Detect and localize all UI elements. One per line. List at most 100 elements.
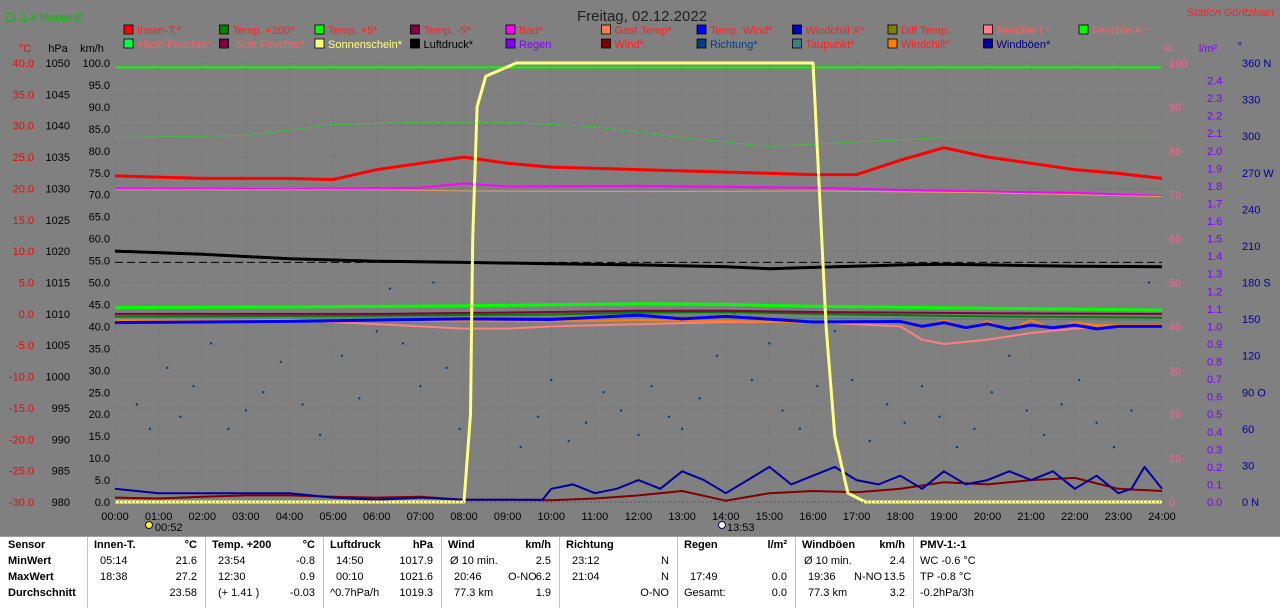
richtung-max-time: 21:04 [572,571,600,583]
innen-max-value: 27.2 [175,571,197,583]
innen-title: Innen-T. [94,539,136,551]
statistics-panel: Sensor MinWert MaxWert Durchschnitt Inne… [0,536,1280,608]
legend-swatch [601,24,611,35]
direction-point [401,342,405,345]
sensor-header: Sensor [8,539,46,551]
max-label: MaxWert [8,571,54,583]
direction-point [419,384,422,388]
pressure-tick-label: 990 [52,434,70,446]
percent-tick-label: 40 [1169,321,1181,333]
legend-swatch [123,38,134,49]
x-tick-label: 16:00 [799,511,827,523]
stats-wind: Wind km/h Ø 10 min. 2.5 20:46 O-NO 6.2 77.3 … [442,537,560,608]
luftdruck-min-time: 14:50 [336,555,364,567]
temp-tick-label: -30.0 [9,497,34,509]
direction-point [301,403,304,406]
direction-point [279,360,282,363]
axes: 40.0 35.0 30.0 25.0 20.0 15.0 10.0 5.0 0.0 -5.0 -1… [9,58,1274,509]
boeen-distance: 77.3 km [808,587,848,599]
direction-tick-label: 300 [1242,131,1260,143]
temp-tick-label: -10.0 [9,372,34,384]
direction-point [584,421,588,424]
legend-swatch [219,38,229,49]
month-average-indicator: -1.4 Monat-Ø [5,12,83,24]
richtung-min-value: N [661,555,669,567]
rain-axis-unit: l/m² [1199,43,1218,55]
direction-point [1095,421,1098,424]
direction-point [938,415,941,418]
pressure-tick-label: 1045 [46,89,70,101]
pressure-tick-label: 1025 [46,215,70,227]
sunrise-time: 00:52 [155,522,183,534]
direction-point [166,366,169,370]
direction-point [920,384,924,388]
speed-tick-label: 25.0 [89,387,110,399]
rain-tick-label: 1.2 [1207,286,1222,298]
rain-tick-label: 2.3 [1207,93,1222,105]
speed-tick-label: 95.0 [89,80,110,92]
temp200-avg-value: -0.03 [289,587,315,599]
direction-point [650,384,653,388]
percent-axis-unit: % [1163,43,1173,55]
direction-point [388,287,392,290]
speed-tick-label: 100.0 [82,58,110,70]
legend-swatch [696,24,707,35]
station-name: Station Göritzhain [1187,7,1274,19]
direction-tick-label: 210 [1242,241,1260,253]
speed-tick-label: 5.0 [95,475,110,487]
pressure-tick-label: 1040 [46,121,70,133]
pressure-tick-label: 985 [52,466,70,478]
x-tick-label: 03:00 [232,511,260,523]
series-line [114,146,1163,182]
direction-point [1025,409,1028,412]
temp-tick-label: 10.0 [13,246,34,258]
legend-swatch [887,24,898,35]
regen-unit: l/m² [767,539,787,551]
rain-tick-label: 1.0 [1207,321,1222,333]
rain-tick-label: 1.3 [1207,269,1222,281]
direction-point [1008,354,1011,357]
direction-tick-label: 30 [1242,460,1254,472]
wind-max-value: 6.2 [535,571,551,583]
wind-min-value: 2.5 [535,555,551,567]
percent-tick-label: 10 [1169,453,1181,465]
wind-unit: km/h [525,539,551,551]
direction-point [619,409,623,412]
x-tick-label: 14:00 [712,511,740,523]
rain-tick-label: 0.8 [1207,357,1222,369]
pressure-tick-label: 1030 [46,183,70,195]
x-tick-label: 20:00 [974,511,1002,523]
min-label: MinWert [8,555,52,567]
reference-lines [115,66,1162,263]
legend-label: Feuchte I.* [997,25,1051,37]
direction-point [715,354,719,357]
rain-tick-label: 0.4 [1207,427,1222,439]
boeen-avg-value: 3.2 [889,587,905,599]
temp-tick-label: 5.0 [19,278,34,290]
direction-point [567,439,570,443]
pmv-windchill: WC -0.6 °C [920,555,976,567]
rain-tick-label: 0.6 [1207,392,1222,404]
temp-tick-label: 25.0 [13,152,34,164]
speed-tick-label: 50.0 [89,278,110,290]
legend-label: Windböen* [997,39,1052,51]
direction-point [868,439,871,443]
pressure-tick-label: 1015 [46,278,70,290]
legend-swatch [601,38,611,49]
temp-tick-label: 30.0 [13,121,34,133]
pressure-tick-label: 1000 [46,372,70,384]
rain-tick-label: 1.6 [1207,216,1222,228]
rain-tick-label: 2.1 [1207,128,1222,140]
percent-tick-label: 20 [1169,409,1181,421]
direction-tick-label: 120 [1242,351,1260,363]
legend-swatch [983,24,993,35]
percent-tick-label: 90 [1169,102,1181,114]
x-tick-label: 09:00 [494,511,522,523]
temp200-avg-note: (+ 1.41 ) [218,587,260,599]
pressure-tick-label: 1005 [46,340,70,352]
direction-point [1077,378,1081,382]
temp-tick-label: 40.0 [13,58,34,70]
rain-tick-label: 0.2 [1207,462,1222,474]
direction-point [536,415,540,418]
boeen-min-value: 2.4 [889,555,905,567]
